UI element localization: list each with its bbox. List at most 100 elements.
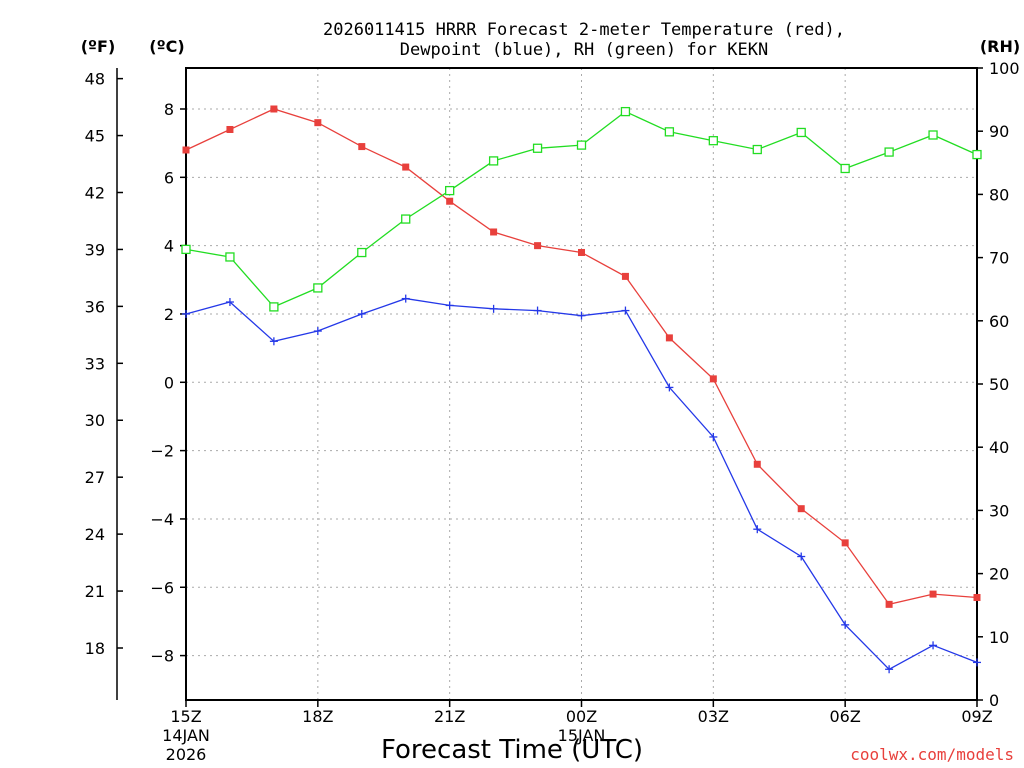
fahrenheit-tick-label: 18 — [85, 639, 105, 658]
celsius-tick-label: 8 — [164, 100, 174, 119]
temperature-point — [226, 125, 234, 133]
x-tick-label: 03Z — [698, 707, 729, 726]
rh-tick-label: 80 — [989, 185, 1009, 204]
x-tick-label: 21Z — [434, 707, 465, 726]
dewpoint-point — [973, 658, 981, 667]
celsius-tick-label: 6 — [164, 168, 174, 187]
rh-tick-label: 70 — [989, 249, 1009, 268]
temperature-point — [402, 163, 410, 171]
rh-point — [752, 144, 762, 155]
dewpoint-point — [929, 641, 938, 650]
dewpoint-point — [313, 327, 322, 336]
rh-tick-label: 10 — [989, 628, 1009, 647]
dewpoint-point — [841, 620, 850, 629]
x-tick-label: 00Z — [566, 707, 597, 726]
rh-point — [884, 147, 894, 157]
rh-point — [532, 143, 543, 153]
axes: −8−6−4−202468182124273033363942454801020… — [85, 59, 1020, 764]
x-axis-title: Forecast Time (UTC) — [381, 735, 643, 765]
rh-tick-label: 100 — [989, 59, 1020, 78]
temperature-point — [709, 375, 717, 383]
chart-title-line2: Dewpoint (blue), RH (green) for KEKN — [400, 40, 768, 60]
rh-tick-label: 40 — [989, 438, 1009, 457]
celsius-tick-label: 0 — [164, 373, 174, 392]
rh-point — [664, 127, 675, 137]
rh-point — [576, 140, 587, 150]
fahrenheit-tick-label: 48 — [85, 70, 105, 89]
temperature-point — [665, 334, 673, 342]
data-series — [181, 105, 982, 674]
rh-point — [401, 214, 411, 224]
dewpoint-point — [357, 309, 366, 318]
temperature-point — [358, 143, 366, 151]
fahrenheit-tick-label: 30 — [85, 411, 105, 430]
rh-tick-label: 60 — [989, 312, 1009, 331]
dewpoint-point — [753, 525, 762, 534]
temperature-point — [753, 460, 761, 468]
dewpoint-point — [709, 432, 718, 441]
rh-point — [269, 302, 279, 312]
temperature-point — [314, 119, 322, 127]
celsius-tick-label: −6 — [150, 578, 174, 597]
rh-point — [445, 185, 455, 196]
grid-lines — [186, 68, 977, 700]
rh-tick-label: 20 — [989, 565, 1009, 584]
temperature-point — [621, 272, 629, 280]
dewpoint-point — [797, 552, 806, 561]
dewpoint-point — [621, 306, 630, 315]
dewpoint-point — [885, 665, 894, 674]
x-tick-label: 06Z — [830, 707, 861, 726]
x-tick-label: 18Z — [302, 707, 333, 726]
x-tick-label: 09Z — [961, 707, 992, 726]
rh-point — [928, 130, 938, 140]
celsius-tick-label: 2 — [164, 305, 174, 324]
celsius-tick-label: −8 — [150, 647, 174, 666]
rh-tick-label: 90 — [989, 122, 1009, 141]
rh-point — [225, 252, 235, 262]
x-tick-label: 15Z — [170, 707, 201, 726]
rh-tick-label: 50 — [989, 375, 1009, 394]
rh-point — [708, 136, 718, 146]
dewpoint-point — [665, 383, 674, 392]
rh-unit-label: (RH) — [980, 37, 1020, 56]
temperature-point — [270, 105, 278, 113]
fahrenheit-tick-label: 27 — [85, 468, 105, 487]
rh-tick-label: 0 — [989, 691, 999, 710]
x-tick-date-label: 15JAN — [558, 726, 606, 745]
rh-point — [357, 247, 367, 258]
temperature-point — [929, 590, 937, 598]
dewpoint-point — [445, 301, 454, 310]
celsius-tick-label: 4 — [164, 237, 174, 256]
rh-point — [488, 156, 499, 166]
rh-point — [620, 106, 631, 117]
fahrenheit-unit-label: (ºF) — [81, 37, 116, 56]
fahrenheit-tick-label: 24 — [85, 525, 105, 544]
rh-point — [972, 149, 982, 160]
temperature-point — [446, 197, 454, 205]
fahrenheit-tick-label: 39 — [85, 240, 105, 259]
fahrenheit-tick-label: 33 — [85, 354, 105, 373]
temperature-point — [534, 242, 542, 250]
temperature-point — [885, 600, 893, 608]
temperature-point — [841, 539, 849, 547]
dewpoint-point — [225, 298, 234, 307]
temperature-point — [490, 228, 498, 236]
x-tick-year-label: 2026 — [166, 745, 207, 764]
fahrenheit-tick-label: 36 — [85, 297, 105, 316]
temperature-point — [182, 146, 190, 154]
credit-text: coolwx.com/models — [850, 745, 1014, 764]
x-tick-date-label: 14JAN — [162, 726, 210, 745]
rh-point — [313, 283, 323, 293]
temperature-point — [797, 505, 805, 513]
rh-point — [796, 127, 806, 138]
temperature-point — [973, 594, 981, 602]
temperature-point — [578, 248, 585, 256]
fahrenheit-tick-label: 42 — [85, 184, 105, 203]
chart-title-line1: 2026011415 HRRR Forecast 2-meter Tempera… — [323, 20, 845, 40]
celsius-unit-label: (ºC) — [149, 37, 184, 56]
dewpoint-point — [577, 311, 586, 320]
rh-point — [840, 163, 850, 174]
dewpoint-point — [489, 304, 498, 313]
celsius-tick-label: −2 — [150, 442, 174, 461]
